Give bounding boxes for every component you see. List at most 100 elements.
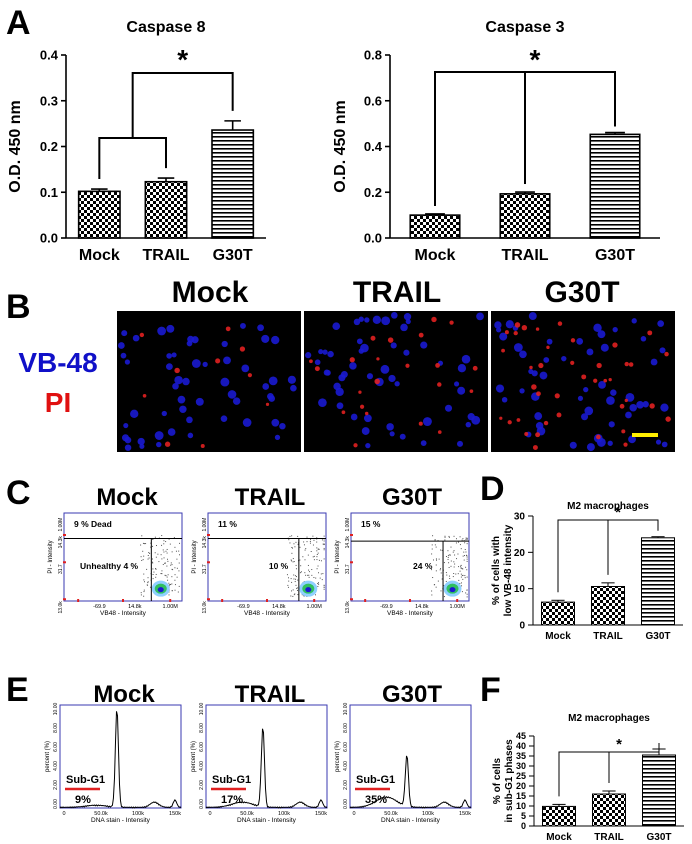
event-dot xyxy=(317,548,319,550)
vb48-cell xyxy=(642,401,649,408)
micrograph-g30t xyxy=(491,311,675,452)
y-tick-label: 15 xyxy=(516,791,526,801)
pi-cell xyxy=(570,360,575,365)
event-dot xyxy=(291,552,293,554)
axis-marker xyxy=(63,561,66,564)
event-dot xyxy=(316,541,318,543)
vb48-cell xyxy=(202,361,208,368)
vb48-cell xyxy=(268,376,278,386)
event-dot xyxy=(436,559,438,561)
event-dot xyxy=(323,535,325,537)
y-tick-label: 6.00 xyxy=(53,742,59,752)
pi-cell xyxy=(215,358,221,364)
vb48-cell xyxy=(323,369,330,376)
panel-b-title-g30t: G30T xyxy=(544,276,619,309)
event-dot xyxy=(323,585,325,587)
vb48-cell xyxy=(232,397,241,405)
event-dot xyxy=(317,583,319,585)
event-dot xyxy=(151,561,153,563)
y-tick-label: 25 xyxy=(516,771,526,781)
y-tick-label: 2.00 xyxy=(53,780,59,790)
y-tick-label: 20 xyxy=(514,548,526,559)
event-dot xyxy=(318,572,320,574)
event-dot xyxy=(466,560,468,562)
event-dot xyxy=(155,576,157,578)
event-dot xyxy=(175,550,177,552)
vb48-cell xyxy=(191,359,201,368)
event-dot xyxy=(290,578,292,580)
vb48-cell xyxy=(305,352,312,359)
chart-d-vb48: M2 macrophages 0 10 20 30 Mock TRAIL G30T % of c… xyxy=(491,501,683,642)
vb48-cell xyxy=(287,375,296,384)
event-dot xyxy=(309,540,311,542)
event-dot xyxy=(307,554,309,556)
event-dot xyxy=(319,577,321,579)
event-dot xyxy=(461,591,463,593)
event-dot xyxy=(166,548,168,550)
vb48-cell xyxy=(593,323,602,333)
event-dot xyxy=(163,551,165,553)
vb48-cell xyxy=(268,395,276,402)
event-dot xyxy=(431,544,433,546)
event-dot xyxy=(460,565,462,567)
axis-marker xyxy=(63,598,66,601)
pi-cell xyxy=(507,420,512,425)
pi-cell xyxy=(247,373,252,378)
y-tick-label: 5 xyxy=(521,811,526,821)
event-dot xyxy=(316,568,318,570)
event-dot xyxy=(305,574,307,576)
event-dot xyxy=(162,549,164,551)
bar-trail xyxy=(144,180,188,239)
event-dot xyxy=(315,577,317,579)
event-dot xyxy=(437,580,439,582)
axis-marker xyxy=(350,598,353,601)
vb48-cell xyxy=(364,317,370,323)
x-tick-label: 150k xyxy=(169,811,181,817)
y-tick-label: 0.0 xyxy=(40,231,58,246)
histogram-frame xyxy=(349,704,472,809)
event-dot xyxy=(460,564,462,566)
event-dot xyxy=(168,584,170,586)
event-dot xyxy=(323,549,325,551)
y-tick-label: 1.00M xyxy=(58,518,64,532)
pi-cell xyxy=(139,332,145,338)
event-dot xyxy=(445,555,447,557)
vb48-cell xyxy=(380,364,390,374)
event-dot xyxy=(299,559,301,561)
event-dot xyxy=(460,567,462,569)
event-dot xyxy=(464,577,466,579)
vb48-cell xyxy=(156,441,162,448)
event-dot xyxy=(435,570,437,572)
stain-label-pi: PI xyxy=(45,387,71,418)
event-dot xyxy=(147,581,149,583)
event-dot xyxy=(457,541,459,543)
x-tick-label: Mock xyxy=(79,247,120,264)
panel-letter-c: C xyxy=(6,474,31,512)
event-dot xyxy=(304,549,306,551)
event-dot xyxy=(296,587,298,589)
event-dot xyxy=(167,574,169,576)
vb48-cell xyxy=(422,417,432,427)
y-tick-label: 20 xyxy=(516,781,526,791)
event-dot xyxy=(140,544,142,546)
axis-marker xyxy=(207,561,210,564)
y-axis-label: PI - Intensity xyxy=(192,540,198,573)
event-dot xyxy=(176,567,178,569)
y-tick-label: 1.00M xyxy=(202,518,208,532)
vb48-cell xyxy=(640,336,647,342)
event-dot xyxy=(291,590,293,592)
event-dot xyxy=(161,535,163,537)
histogram-trace xyxy=(59,711,182,809)
vb48-cell xyxy=(240,322,246,329)
event-dot xyxy=(171,576,173,578)
vb48-cell xyxy=(381,316,391,326)
event-dot xyxy=(296,589,298,591)
event-dot xyxy=(321,579,323,581)
event-dot xyxy=(449,554,451,556)
event-dot xyxy=(308,574,310,576)
event-dot xyxy=(290,595,292,597)
event-dot xyxy=(287,584,289,586)
event-dot xyxy=(149,552,151,554)
density-cluster-core xyxy=(157,587,164,593)
pi-cell xyxy=(437,382,442,387)
